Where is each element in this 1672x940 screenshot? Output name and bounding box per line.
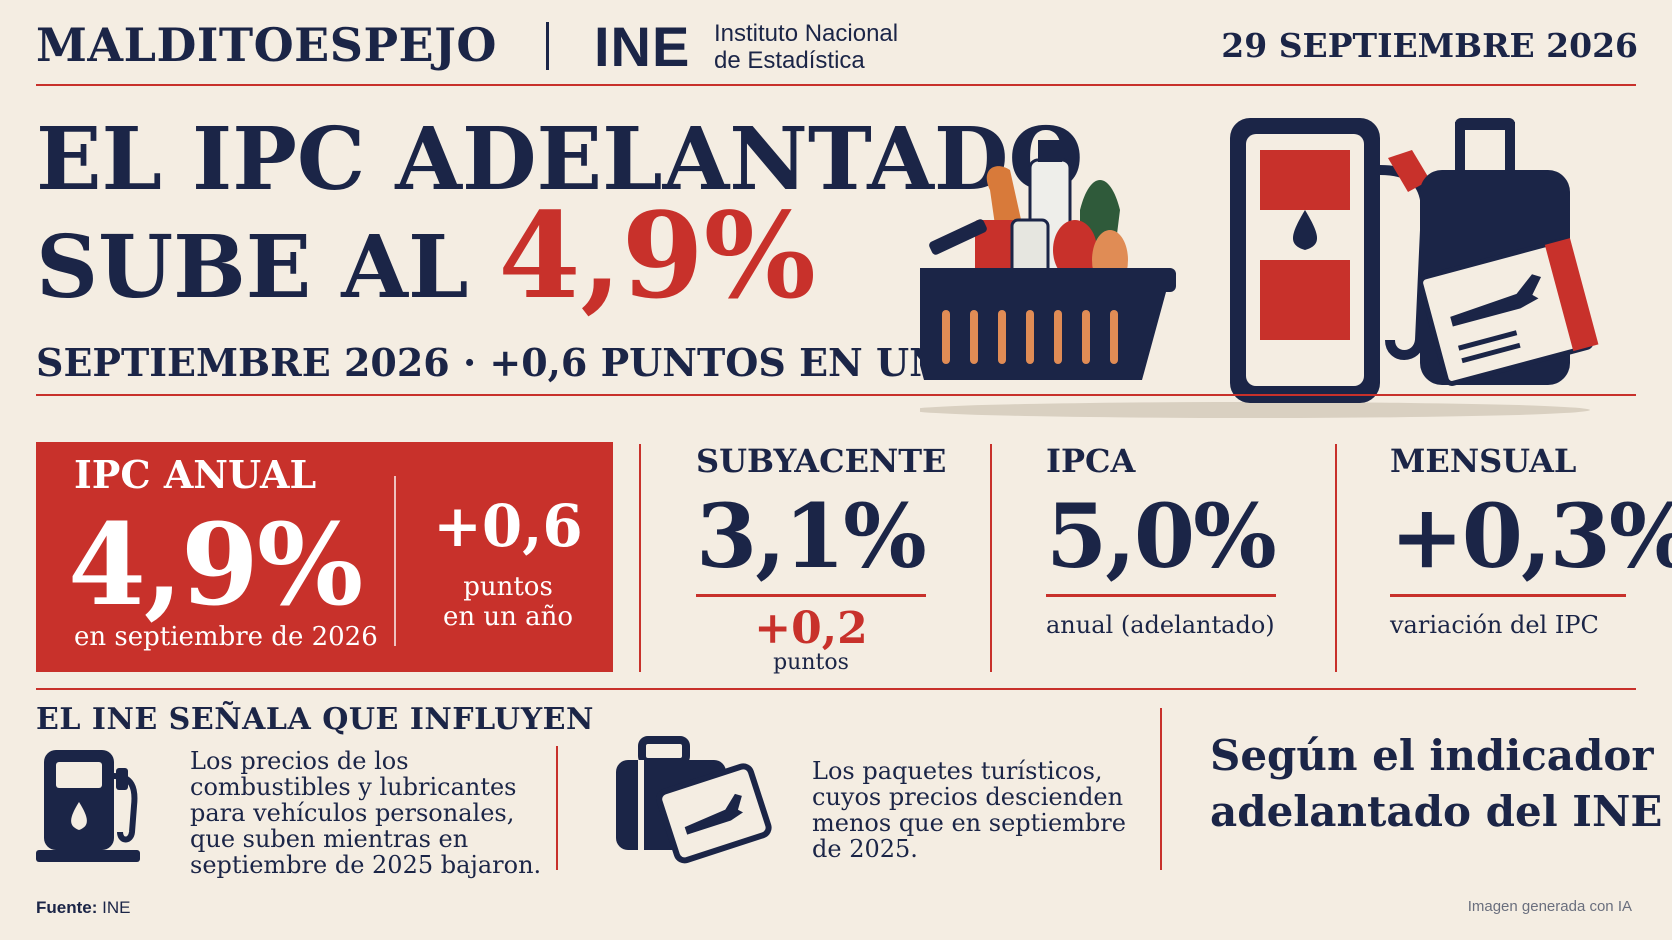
source-credit: Fuente: INE [36,898,130,918]
ipc-anual-change-caption: puntos en un año [424,572,592,632]
ipca-caption: anual (adelantado) [1046,611,1275,639]
headline-subtitle: SEPTIEMBRE 2026 · +0,6 PUNTOS EN UN AÑO [36,340,1055,385]
closing-statement: Según el indicador adelantado del INE [1210,728,1662,840]
ipca-stat: IPCA 5,0% anual (adelantado) [1046,442,1277,639]
source-value: INE [102,898,131,917]
factor-divider [556,746,558,870]
stat-divider [1335,444,1337,672]
subyacente-label: SUBYACENTE [696,442,947,480]
factor-tourism-line: Los paquetes turísticos, [812,757,1103,785]
mensual-stat: MENSUAL +0,3% variación del IPC [1390,442,1672,639]
factor-divider [1160,708,1162,870]
mensual-rule [1390,594,1626,597]
header-divider [546,22,549,70]
shopping-basket-icon [920,140,1176,380]
ine-name-line1: Instituto Nacional [714,20,899,47]
headline-line2: SUBE AL 4,9% [36,197,1083,318]
closing-line2: adelantado del INE [1210,787,1663,836]
factor-fuel-line: que suben mientras en [190,825,469,853]
ipc-anual-change-caption-1: puntos [463,572,553,602]
ine-full-name: Instituto Nacional de Estadística [714,20,898,74]
headline-value: 4,9% [498,186,816,325]
section-rule [36,394,1636,396]
subyacente-rule [696,594,926,597]
headline-line1: EL IPC ADELANTADO [36,109,1084,210]
subyacente-value: 3,1% [696,484,927,588]
mensual-value: +0,3% [1390,484,1672,588]
stat-divider [639,444,641,672]
factor-tourism-line: menos que en septiembre [812,809,1126,837]
ipc-anual-caption: en septiembre de 2026 [74,622,378,652]
factor-tourism-line: cuyos precios descienden [812,783,1124,811]
section-rule [36,688,1636,690]
stat-divider [990,444,992,672]
suitcase-ticket-illustration-icon [1418,118,1599,386]
ipca-value: 5,0% [1046,484,1277,588]
factor-fuel-line: combustibles y lubricantes [190,773,517,801]
factors-title: EL INE SEÑALA QUE INFLUYEN [36,702,594,737]
factor-fuel-line: septiembre de 2025 bajaron. [190,851,542,879]
factor-fuel-line: para vehículos personales, [190,799,515,827]
factor-tourism-line: de 2025. [812,835,918,863]
closing-line1: Según el indicador [1210,731,1654,780]
header-rule [36,84,1636,86]
ipc-anual-change: +0,6 [433,492,583,560]
factor-fuel-line: Los precios de los [190,747,409,775]
mensual-caption: variación del IPC [1390,611,1599,639]
brand-logo: MALDITOESPEJO [36,18,497,72]
factor-tourism-text: Los paquetes turísticos, cuyos precios d… [812,758,1126,862]
headline: EL IPC ADELANTADO SUBE AL 4,9% [36,112,1083,316]
ipc-anual-label: IPC ANUAL [74,452,317,497]
headline-line2-prefix: SUBE AL [36,217,499,318]
publication-date: 29 SEPTIEMBRE 2026 [1221,26,1638,65]
ipc-anual-divider [394,476,396,646]
fuel-pump-illustration-icon [1230,118,1432,403]
illustration [920,118,1599,418]
ai-generated-note: Imagen generada con IA [1467,898,1632,915]
ipc-anual-change-caption-2: en un año [442,602,574,632]
ipca-label: IPCA [1046,442,1136,480]
ine-name-line2: de Estadística [714,47,865,74]
ipc-anual-value: 4,9% [68,500,363,631]
fuel-pump-icon [36,750,140,862]
ipc-anual-box: IPC ANUAL 4,9% en septiembre de 2026 +0,… [36,442,613,672]
factor-fuel-text: Los precios de los combustibles y lubric… [190,748,541,878]
subyacente-change-caption: puntos [773,650,849,675]
source-label: Fuente: [36,898,98,917]
subyacente-stat: SUBYACENTE 3,1% +0,2 puntos [696,442,947,675]
mensual-label: MENSUAL [1390,442,1577,480]
suitcase-ticket-icon [616,736,772,864]
ine-logo: INE [594,15,691,78]
ipca-rule [1046,594,1276,597]
subyacente-change: +0,2 [754,603,868,654]
